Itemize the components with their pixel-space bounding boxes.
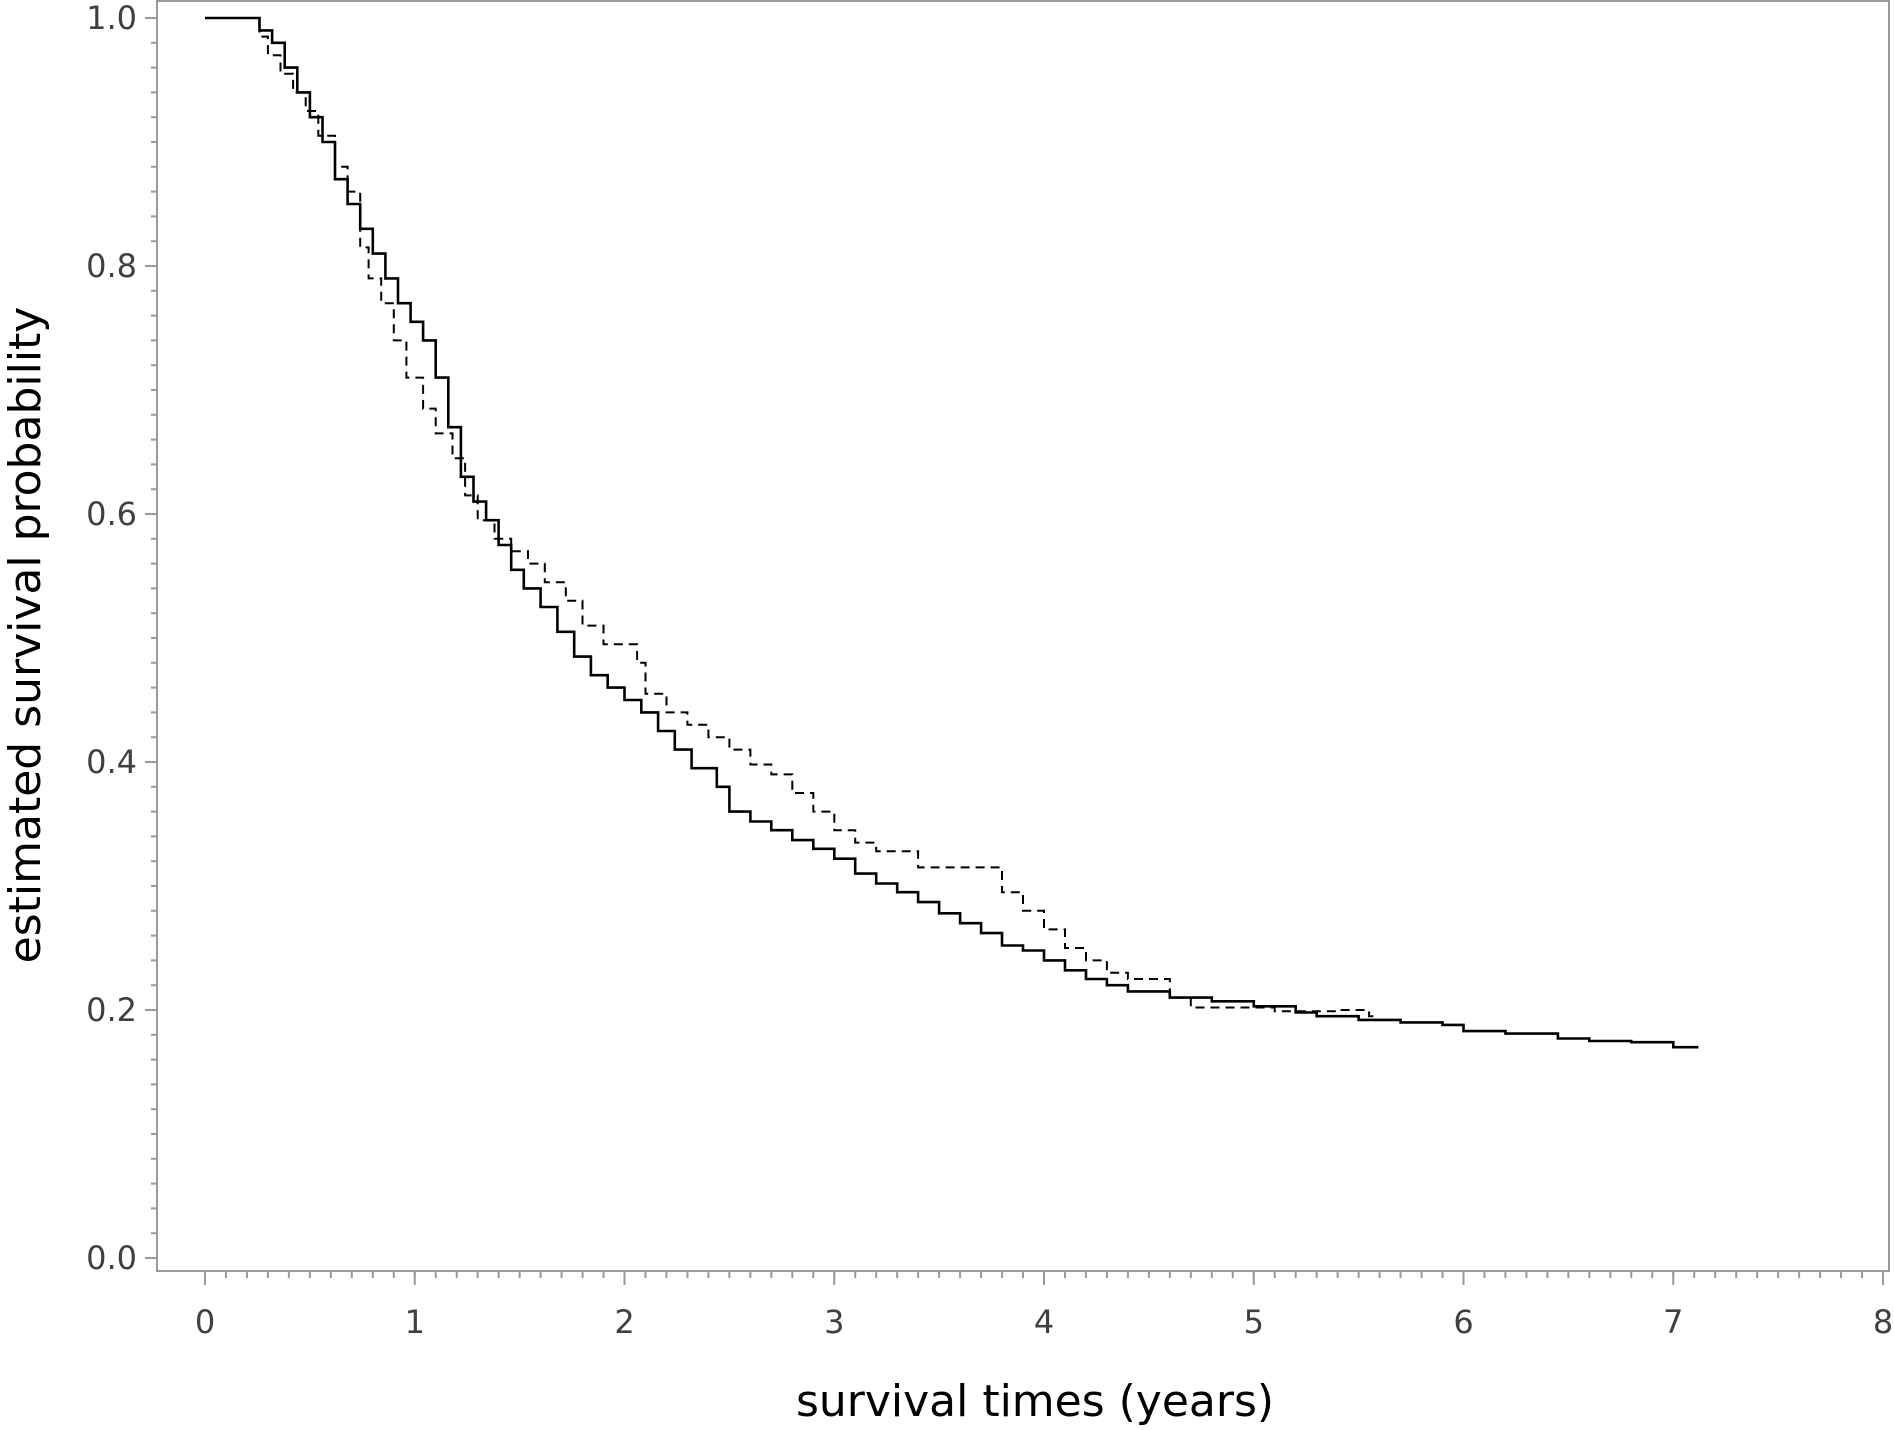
x-tick-label: 1 (405, 1303, 425, 1341)
x-tick-label: 2 (614, 1303, 634, 1341)
x-tick-label: 3 (824, 1303, 844, 1341)
plot-frame (156, 0, 1890, 1272)
y-tick-label: 0.0 (86, 1239, 137, 1277)
series-layer (205, 16, 1699, 1049)
x-tick-label: 0 (195, 1303, 215, 1341)
y-axis-title: estimated survival probability (0, 307, 51, 964)
x-tick-label: 6 (1453, 1303, 1473, 1341)
solid-survival-curve (205, 16, 1699, 1049)
y-tick-label: 0.6 (86, 495, 137, 533)
x-tick-label: 5 (1244, 1303, 1264, 1341)
x-axis: 0 1 2 3 4 5 6 7 8 (195, 1271, 1893, 1341)
y-axis: 0.0 0.2 0.4 0.6 0.8 1.0 (86, 0, 157, 1277)
y-tick-label: 0.4 (86, 743, 137, 781)
x-tick-label: 8 (1873, 1303, 1893, 1341)
y-tick-label: 0.2 (86, 991, 137, 1029)
dashed-survival-curve (205, 17, 1374, 1018)
x-tick-label: 4 (1034, 1303, 1054, 1341)
y-tick-label: 1.0 (86, 0, 137, 37)
x-tick-label: 7 (1663, 1303, 1683, 1341)
y-tick-label: 0.8 (86, 247, 137, 285)
x-axis-title: survival times (years) (796, 1376, 1274, 1427)
